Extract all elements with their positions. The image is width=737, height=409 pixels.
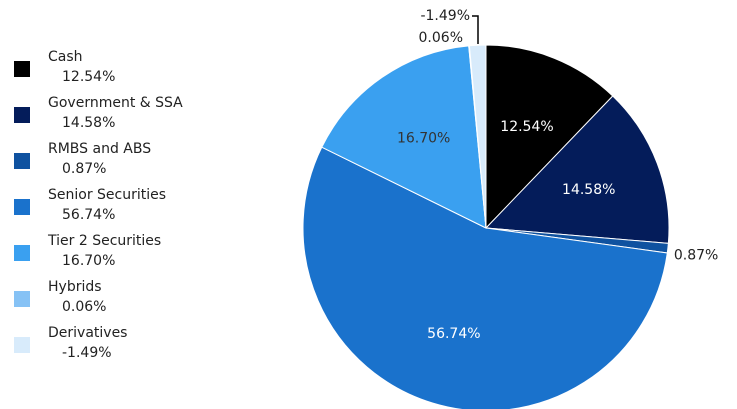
slice-label: 14.58%: [562, 182, 615, 198]
legend-swatch: [14, 153, 30, 169]
legend-label: Derivatives: [48, 325, 128, 341]
legend-value: -1.49%: [62, 345, 112, 361]
legend-label: Cash: [48, 49, 83, 65]
pie-slice: [485, 44, 614, 230]
legend-swatch: [14, 61, 30, 77]
pie-slice: [484, 95, 670, 244]
legend-value: 0.06%: [62, 299, 107, 315]
legend-value: 16.70%: [62, 253, 116, 269]
legend-value: 14.58%: [62, 115, 116, 131]
pie-slice: [321, 45, 487, 229]
slice-label: 0.87%: [674, 248, 718, 264]
legend-label: Senior Securities: [48, 187, 167, 203]
slice-label: 56.74%: [427, 326, 480, 342]
legend-label: RMBS and ABS: [48, 141, 152, 157]
pie-slice: [468, 44, 487, 229]
legend-label: Hybrids: [48, 279, 102, 295]
legend-swatch: [14, 245, 30, 261]
label-leader-line: [472, 15, 479, 44]
legend-value: 12.54%: [62, 69, 116, 85]
legend-value: 0.87%: [62, 161, 107, 177]
legend-swatch: [14, 107, 30, 123]
slice-label: 0.06%: [419, 30, 463, 46]
legend-swatch: [14, 337, 30, 353]
slice-label: 12.54%: [500, 119, 553, 135]
legend-swatch: [14, 291, 30, 307]
pie-slice: [302, 146, 668, 409]
legend-label: Government & SSA: [48, 95, 183, 111]
slice-label: -1.49%: [420, 8, 470, 24]
legend-swatch: [14, 199, 30, 215]
legend-label: Tier 2 Securities: [48, 233, 162, 249]
slice-label: 16.70%: [397, 131, 450, 147]
legend-value: 56.74%: [62, 207, 116, 223]
